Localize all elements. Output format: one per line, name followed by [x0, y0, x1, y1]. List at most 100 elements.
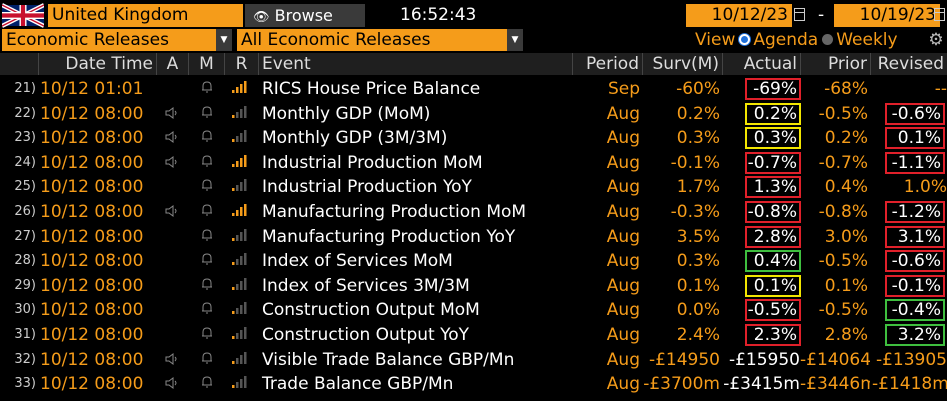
- start-date-field[interactable]: 10/12/23: [686, 4, 792, 27]
- speaker-icon[interactable]: [162, 323, 182, 347]
- revised-value: -£1418m: [872, 374, 947, 395]
- bell-icon[interactable]: [197, 249, 217, 273]
- speaker-icon[interactable]: [162, 249, 182, 273]
- weekly-radio[interactable]: [822, 33, 834, 45]
- row-number: 30): [14, 302, 36, 318]
- prior-value: 0.1%: [824, 275, 868, 296]
- table-row[interactable]: 24) 10/12 08:00 Industrial Production MoM A…: [0, 151, 947, 175]
- bell-icon[interactable]: [197, 225, 217, 249]
- table-row[interactable]: 25) 10/12 08:00 Industrial Production YoY A…: [0, 175, 947, 199]
- speaker-icon[interactable]: [162, 175, 182, 199]
- relevance-bars-icon: [229, 175, 249, 199]
- header-a[interactable]: A: [156, 53, 188, 75]
- survey-value: -0.1%: [670, 152, 720, 173]
- header-surv[interactable]: Surv(M): [642, 53, 722, 75]
- header-event[interactable]: Event: [258, 53, 572, 75]
- bell-icon[interactable]: [197, 175, 217, 199]
- actual-value: -0.8%: [745, 201, 801, 223]
- prior-value: -68%: [824, 79, 868, 99]
- agenda-radio[interactable]: [739, 33, 751, 45]
- header-period[interactable]: Period: [572, 53, 642, 75]
- revised-value: -0.6%: [885, 102, 945, 125]
- table-row[interactable]: 22) 10/12 08:00 Monthly GDP (MoM) Aug 0.2% 0.…: [0, 102, 947, 126]
- bell-icon[interactable]: [197, 102, 217, 126]
- header-prior[interactable]: Prior: [800, 53, 870, 75]
- speaker-icon[interactable]: [162, 151, 182, 175]
- survey-value: 0.0%: [676, 300, 720, 321]
- speaker-icon[interactable]: [162, 274, 182, 298]
- bell-icon[interactable]: [197, 151, 217, 175]
- event-name[interactable]: Trade Balance GBP/Mn: [262, 374, 454, 395]
- relevance-bars-icon: [229, 102, 249, 126]
- weekly-label[interactable]: Weekly: [836, 30, 898, 50]
- table-row[interactable]: 23) 10/12 08:00 Monthly GDP (3M/3M) Aug 0.3%…: [0, 126, 947, 150]
- speaker-icon[interactable]: [162, 77, 182, 101]
- agenda-label[interactable]: Agenda: [753, 30, 819, 50]
- event-name[interactable]: Monthly GDP (MoM): [262, 103, 431, 124]
- header-revised[interactable]: Revised: [870, 53, 947, 75]
- event-name[interactable]: Construction Output YoY: [262, 325, 470, 345]
- speaker-icon[interactable]: [162, 126, 182, 150]
- prior-value: -£14064: [800, 349, 870, 370]
- prior-value: 2.8%: [824, 325, 868, 345]
- release-datetime: 10/12 08:00: [40, 325, 144, 345]
- bell-icon[interactable]: [197, 126, 217, 150]
- speaker-icon[interactable]: [162, 225, 182, 249]
- chevron-down-icon[interactable]: ▼: [216, 29, 232, 51]
- table-row[interactable]: 30) 10/12 08:00 Construction Output MoM Aug…: [0, 298, 947, 322]
- event-name[interactable]: RICS House Price Balance: [262, 79, 481, 99]
- browse-button[interactable]: 👁︎ Browse: [245, 4, 365, 27]
- bell-icon[interactable]: [197, 323, 217, 347]
- revised-value: -0.4%: [885, 299, 945, 322]
- revised-value: -1.2%: [885, 201, 945, 223]
- header-r[interactable]: R: [224, 53, 258, 75]
- event-name[interactable]: Industrial Production YoY: [262, 177, 472, 198]
- release-period: Aug: [606, 349, 640, 370]
- event-name[interactable]: Industrial Production MoM: [262, 152, 483, 173]
- bell-icon[interactable]: [197, 200, 217, 224]
- relevance-bars-icon: [229, 323, 249, 347]
- event-name[interactable]: Visible Trade Balance GBP/Mn: [262, 349, 515, 370]
- speaker-icon[interactable]: [162, 372, 182, 396]
- event-name[interactable]: Manufacturing Production MoM: [262, 202, 527, 222]
- header-datetime[interactable]: Date Time: [38, 53, 156, 75]
- bell-icon[interactable]: [197, 274, 217, 298]
- event-name[interactable]: Manufacturing Production YoY: [262, 226, 516, 247]
- event-name[interactable]: Index of Services MoM: [262, 251, 453, 272]
- bell-icon[interactable]: [197, 372, 217, 396]
- bell-icon[interactable]: [197, 298, 217, 322]
- table-row[interactable]: 32) 10/12 08:00 Visible Trade Balance GBP/…: [0, 348, 947, 372]
- table-row[interactable]: 21) 10/12 01:01 RICS House Price Balance Se…: [0, 77, 947, 101]
- table-row[interactable]: 28) 10/12 08:00 Index of Services MoM Aug 0.…: [0, 249, 947, 273]
- speaker-icon[interactable]: [162, 348, 182, 372]
- event-name[interactable]: Construction Output MoM: [262, 300, 480, 321]
- revised-value: -1.1%: [885, 151, 945, 174]
- calendar-icon[interactable]: [934, 8, 945, 21]
- table-row[interactable]: 27) 10/12 08:00 Manufacturing Production Y…: [0, 225, 947, 249]
- subcategory-dropdown[interactable]: All Economic Releases: [237, 29, 507, 51]
- table-row[interactable]: 29) 10/12 08:00 Index of Services 3M/3M Aug…: [0, 274, 947, 298]
- bell-icon[interactable]: [197, 77, 217, 101]
- calendar-icon[interactable]: [794, 8, 805, 21]
- actual-value: -69%: [745, 78, 801, 100]
- speaker-icon[interactable]: [162, 102, 182, 126]
- chevron-down-icon[interactable]: ▼: [507, 29, 523, 51]
- event-name[interactable]: Monthly GDP (3M/3M): [262, 128, 448, 149]
- prior-value: -£3446m: [800, 374, 870, 395]
- speaker-icon[interactable]: [162, 298, 182, 322]
- header-number: [0, 53, 38, 75]
- table-row[interactable]: 26) 10/12 08:00 Manufacturing Production M…: [0, 200, 947, 224]
- bell-icon[interactable]: [197, 348, 217, 372]
- event-name[interactable]: Index of Services 3M/3M: [262, 275, 470, 296]
- table-row[interactable]: 33) 10/12 08:00 Trade Balance GBP/Mn Aug -£3…: [0, 372, 947, 396]
- gear-icon[interactable]: ⚙: [928, 30, 944, 50]
- country-field[interactable]: United Kingdom: [48, 4, 243, 27]
- end-date-field[interactable]: 10/19/23: [834, 4, 940, 27]
- actual-value: -£15950: [728, 349, 800, 370]
- header-m[interactable]: M: [188, 53, 224, 75]
- release-datetime: 10/12 08:00: [40, 374, 144, 395]
- table-row[interactable]: 31) 10/12 08:00 Construction Output YoY Aug…: [0, 323, 947, 347]
- category-dropdown[interactable]: Economic Releases: [2, 29, 216, 51]
- speaker-icon[interactable]: [162, 200, 182, 224]
- header-actual[interactable]: Actual: [722, 53, 800, 75]
